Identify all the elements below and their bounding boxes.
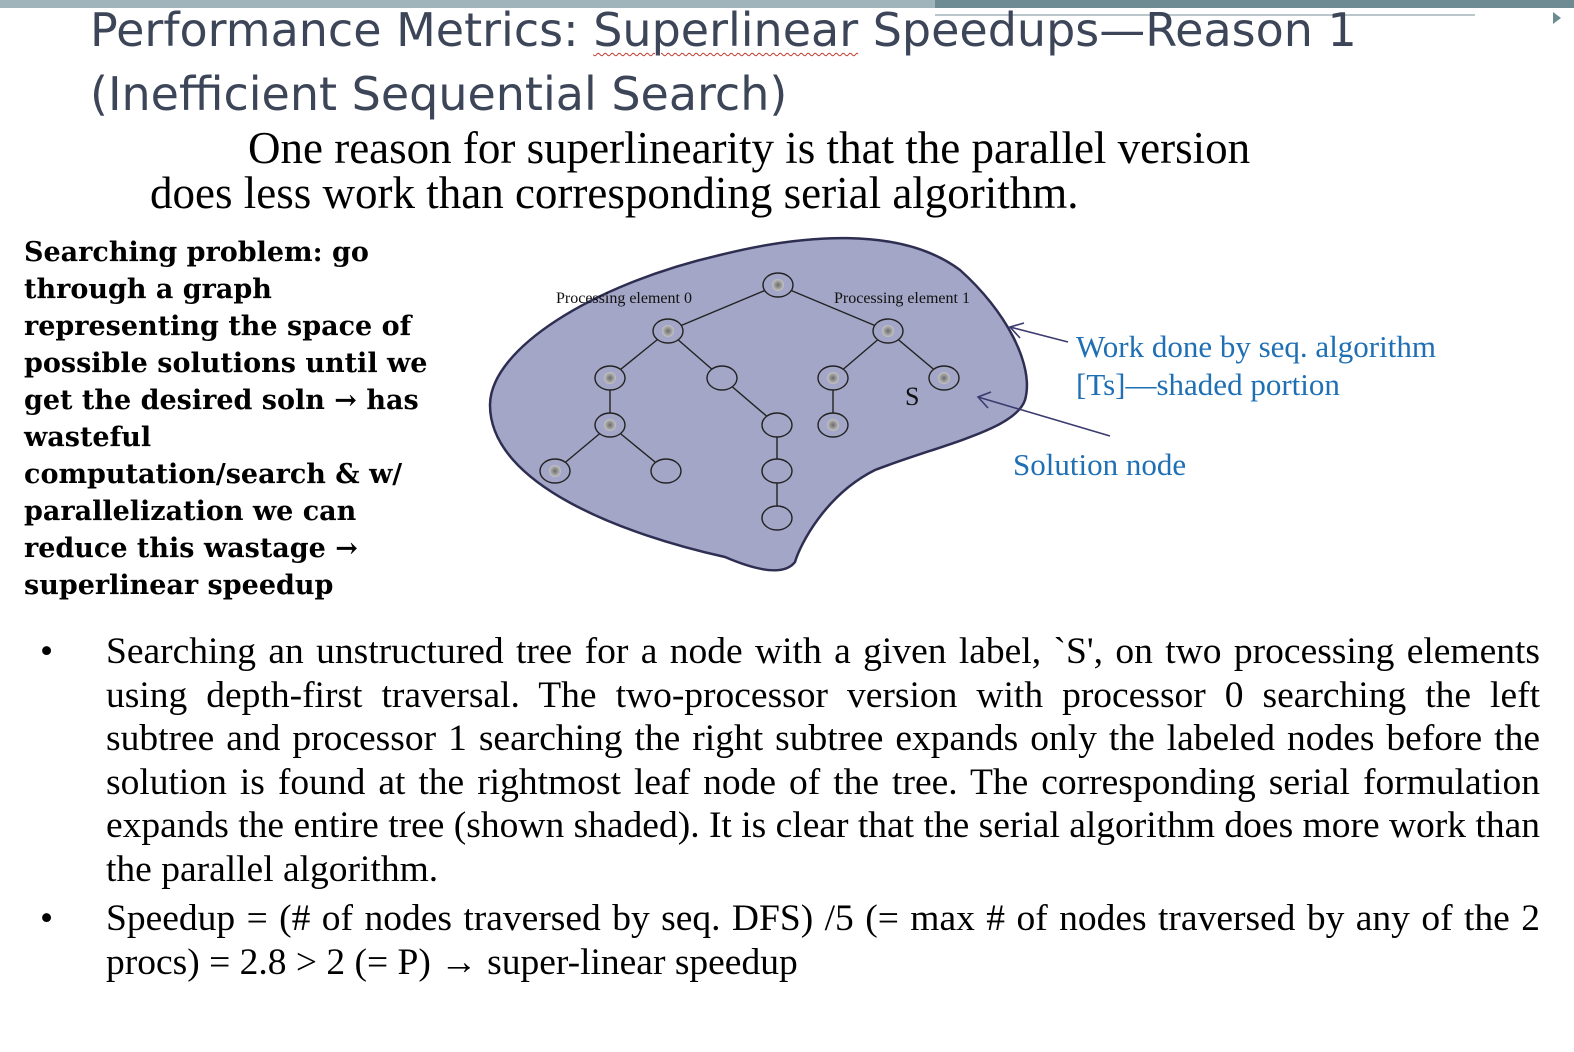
title-underlined-word: Superlinear	[593, 3, 859, 57]
work-callout-line-2: [Ts]—shaded portion	[1076, 367, 1340, 402]
triangle-marker-icon	[1553, 12, 1561, 24]
solution-node-label: S	[905, 382, 919, 411]
top-accent-bar-dark	[935, 0, 1574, 8]
bullet-marker: •	[40, 631, 54, 672]
top-accent-line	[935, 14, 1475, 16]
searching-problem-note: Searching problem: go through a graph re…	[24, 237, 428, 601]
intro-line-1: One reason for superlinearity is that th…	[248, 123, 1251, 173]
bullet-marker: •	[40, 898, 54, 939]
work-callout-line-1: Work done by seq. algorithm	[1076, 329, 1436, 364]
tree-node	[761, 505, 793, 531]
tree-node	[650, 458, 682, 484]
tree-node	[761, 458, 793, 484]
tree-nodes	[539, 272, 960, 531]
bullet-text: Speedup = (# of nodes traversed by seq. …	[106, 898, 1540, 983]
slide-title: Performance Metrics: Superlinear Speedup…	[90, 0, 1510, 126]
title-text: Performance Metrics:	[90, 3, 594, 57]
pe1-label: Processing element 1	[834, 290, 970, 307]
title-line-2: (Inefficient Sequential Search)	[90, 67, 788, 121]
title-line-1: Performance Metrics: Superlinear Speedup…	[90, 0, 1510, 62]
intro-line-2: does less work than corresponding serial…	[150, 168, 1079, 218]
solution-callout: Solution node	[1013, 447, 1187, 482]
callout-arrows	[976, 322, 1111, 437]
top-accent-bar	[0, 0, 1574, 8]
pe0-label: Processing element 0	[556, 290, 692, 307]
bullet-item: • Searching an unstructured tree for a n…	[40, 630, 1540, 891]
search-tree-diagram: Processing element 0 Processing element …	[488, 236, 1029, 572]
bullet-list: • Searching an unstructured tree for a n…	[40, 630, 1540, 990]
title-text-end: Speedups—Reason 1	[858, 3, 1357, 57]
tree-node	[706, 365, 738, 391]
intro-statement: One reason for superlinearity is that th…	[150, 126, 1480, 216]
tree-node	[761, 412, 793, 438]
bullet-text: Searching an unstructured tree for a nod…	[106, 631, 1540, 890]
work-callout: Work done by seq. algorithm [Ts]—shaded …	[1076, 328, 1436, 404]
sequential-work-region	[488, 236, 1029, 572]
bullet-item: • Speedup = (# of nodes traversed by seq…	[40, 897, 1540, 984]
